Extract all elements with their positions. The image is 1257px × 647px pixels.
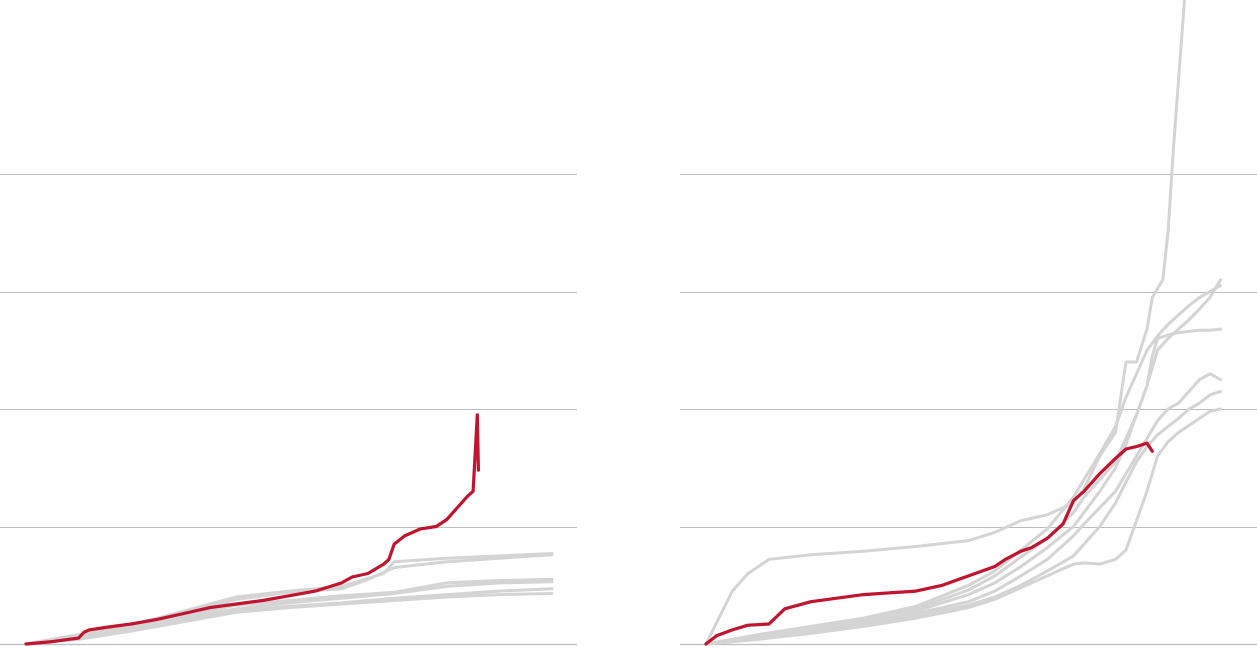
comparison-series-line — [704, 407, 1222, 646]
right-panel — [680, 0, 1257, 646]
comparison-series-line — [704, 372, 1222, 646]
left-panel — [0, 174, 577, 646]
comparison-series-line — [704, 389, 1222, 646]
comparison-series-line — [24, 592, 554, 646]
comparison-series-line — [704, 284, 1222, 646]
comparison-series-line — [704, 327, 1222, 646]
highlight-series-line — [704, 441, 1154, 646]
comparison-series-line — [704, 278, 1222, 646]
comparison-series-line — [24, 552, 554, 646]
highlight-series-line — [24, 413, 480, 646]
comparison-series-line — [704, 0, 1187, 646]
